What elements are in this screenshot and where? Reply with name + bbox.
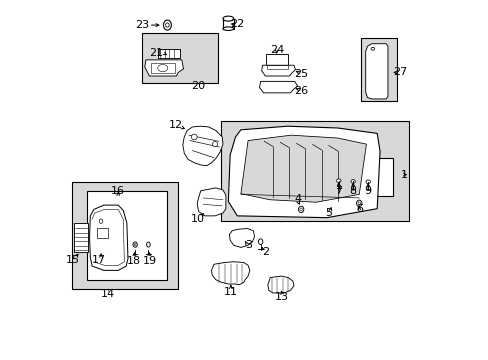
Bar <box>221 121 408 221</box>
Text: 15: 15 <box>65 255 79 265</box>
Text: 26: 26 <box>293 86 307 96</box>
Polygon shape <box>365 44 387 99</box>
Text: 17: 17 <box>92 255 106 265</box>
Text: 4: 4 <box>293 194 301 204</box>
Bar <box>86 191 167 280</box>
Text: 12: 12 <box>168 121 183 130</box>
Ellipse shape <box>133 242 137 247</box>
Text: 19: 19 <box>142 256 156 266</box>
Text: 20: 20 <box>190 81 204 91</box>
Text: 27: 27 <box>392 67 407 77</box>
Text: 14: 14 <box>100 289 114 299</box>
Text: 22: 22 <box>230 19 244 29</box>
Text: 24: 24 <box>269 45 284 55</box>
Text: 1: 1 <box>400 170 407 180</box>
Bar <box>72 182 178 289</box>
Ellipse shape <box>223 16 233 21</box>
Text: 18: 18 <box>127 256 141 266</box>
Polygon shape <box>211 262 249 285</box>
Text: 8: 8 <box>349 186 356 196</box>
Polygon shape <box>144 60 183 76</box>
Ellipse shape <box>366 180 369 184</box>
Polygon shape <box>183 126 223 166</box>
Text: 7: 7 <box>335 186 342 196</box>
Polygon shape <box>197 188 225 216</box>
Text: 25: 25 <box>293 69 307 79</box>
Bar <box>142 33 217 83</box>
Text: 9: 9 <box>364 186 371 196</box>
Ellipse shape <box>212 141 217 147</box>
Text: 16: 16 <box>111 186 125 196</box>
Polygon shape <box>89 205 128 270</box>
Text: 2: 2 <box>261 247 268 257</box>
Text: 13: 13 <box>275 292 288 302</box>
Ellipse shape <box>163 20 171 30</box>
Polygon shape <box>267 276 293 293</box>
Polygon shape <box>229 228 254 247</box>
Bar <box>326 158 392 196</box>
Polygon shape <box>241 135 366 202</box>
Text: 10: 10 <box>190 214 204 224</box>
Polygon shape <box>261 65 295 76</box>
Bar <box>360 39 396 101</box>
Bar <box>151 63 174 73</box>
Ellipse shape <box>223 27 233 31</box>
Bar <box>74 223 88 252</box>
Text: 11: 11 <box>224 287 237 297</box>
Ellipse shape <box>350 180 355 183</box>
Bar <box>265 54 287 65</box>
Ellipse shape <box>146 242 150 247</box>
Polygon shape <box>228 126 379 218</box>
Text: 23: 23 <box>135 20 149 30</box>
Bar <box>97 228 107 238</box>
Ellipse shape <box>191 134 197 140</box>
Bar <box>158 49 180 58</box>
Polygon shape <box>259 81 297 93</box>
Text: 6: 6 <box>355 204 362 215</box>
Ellipse shape <box>258 239 262 244</box>
Ellipse shape <box>356 200 361 207</box>
Text: 5: 5 <box>325 208 331 218</box>
Bar <box>266 64 287 69</box>
Text: 3: 3 <box>245 240 252 250</box>
Text: 21: 21 <box>149 48 163 58</box>
Ellipse shape <box>336 179 340 183</box>
Ellipse shape <box>298 206 303 213</box>
